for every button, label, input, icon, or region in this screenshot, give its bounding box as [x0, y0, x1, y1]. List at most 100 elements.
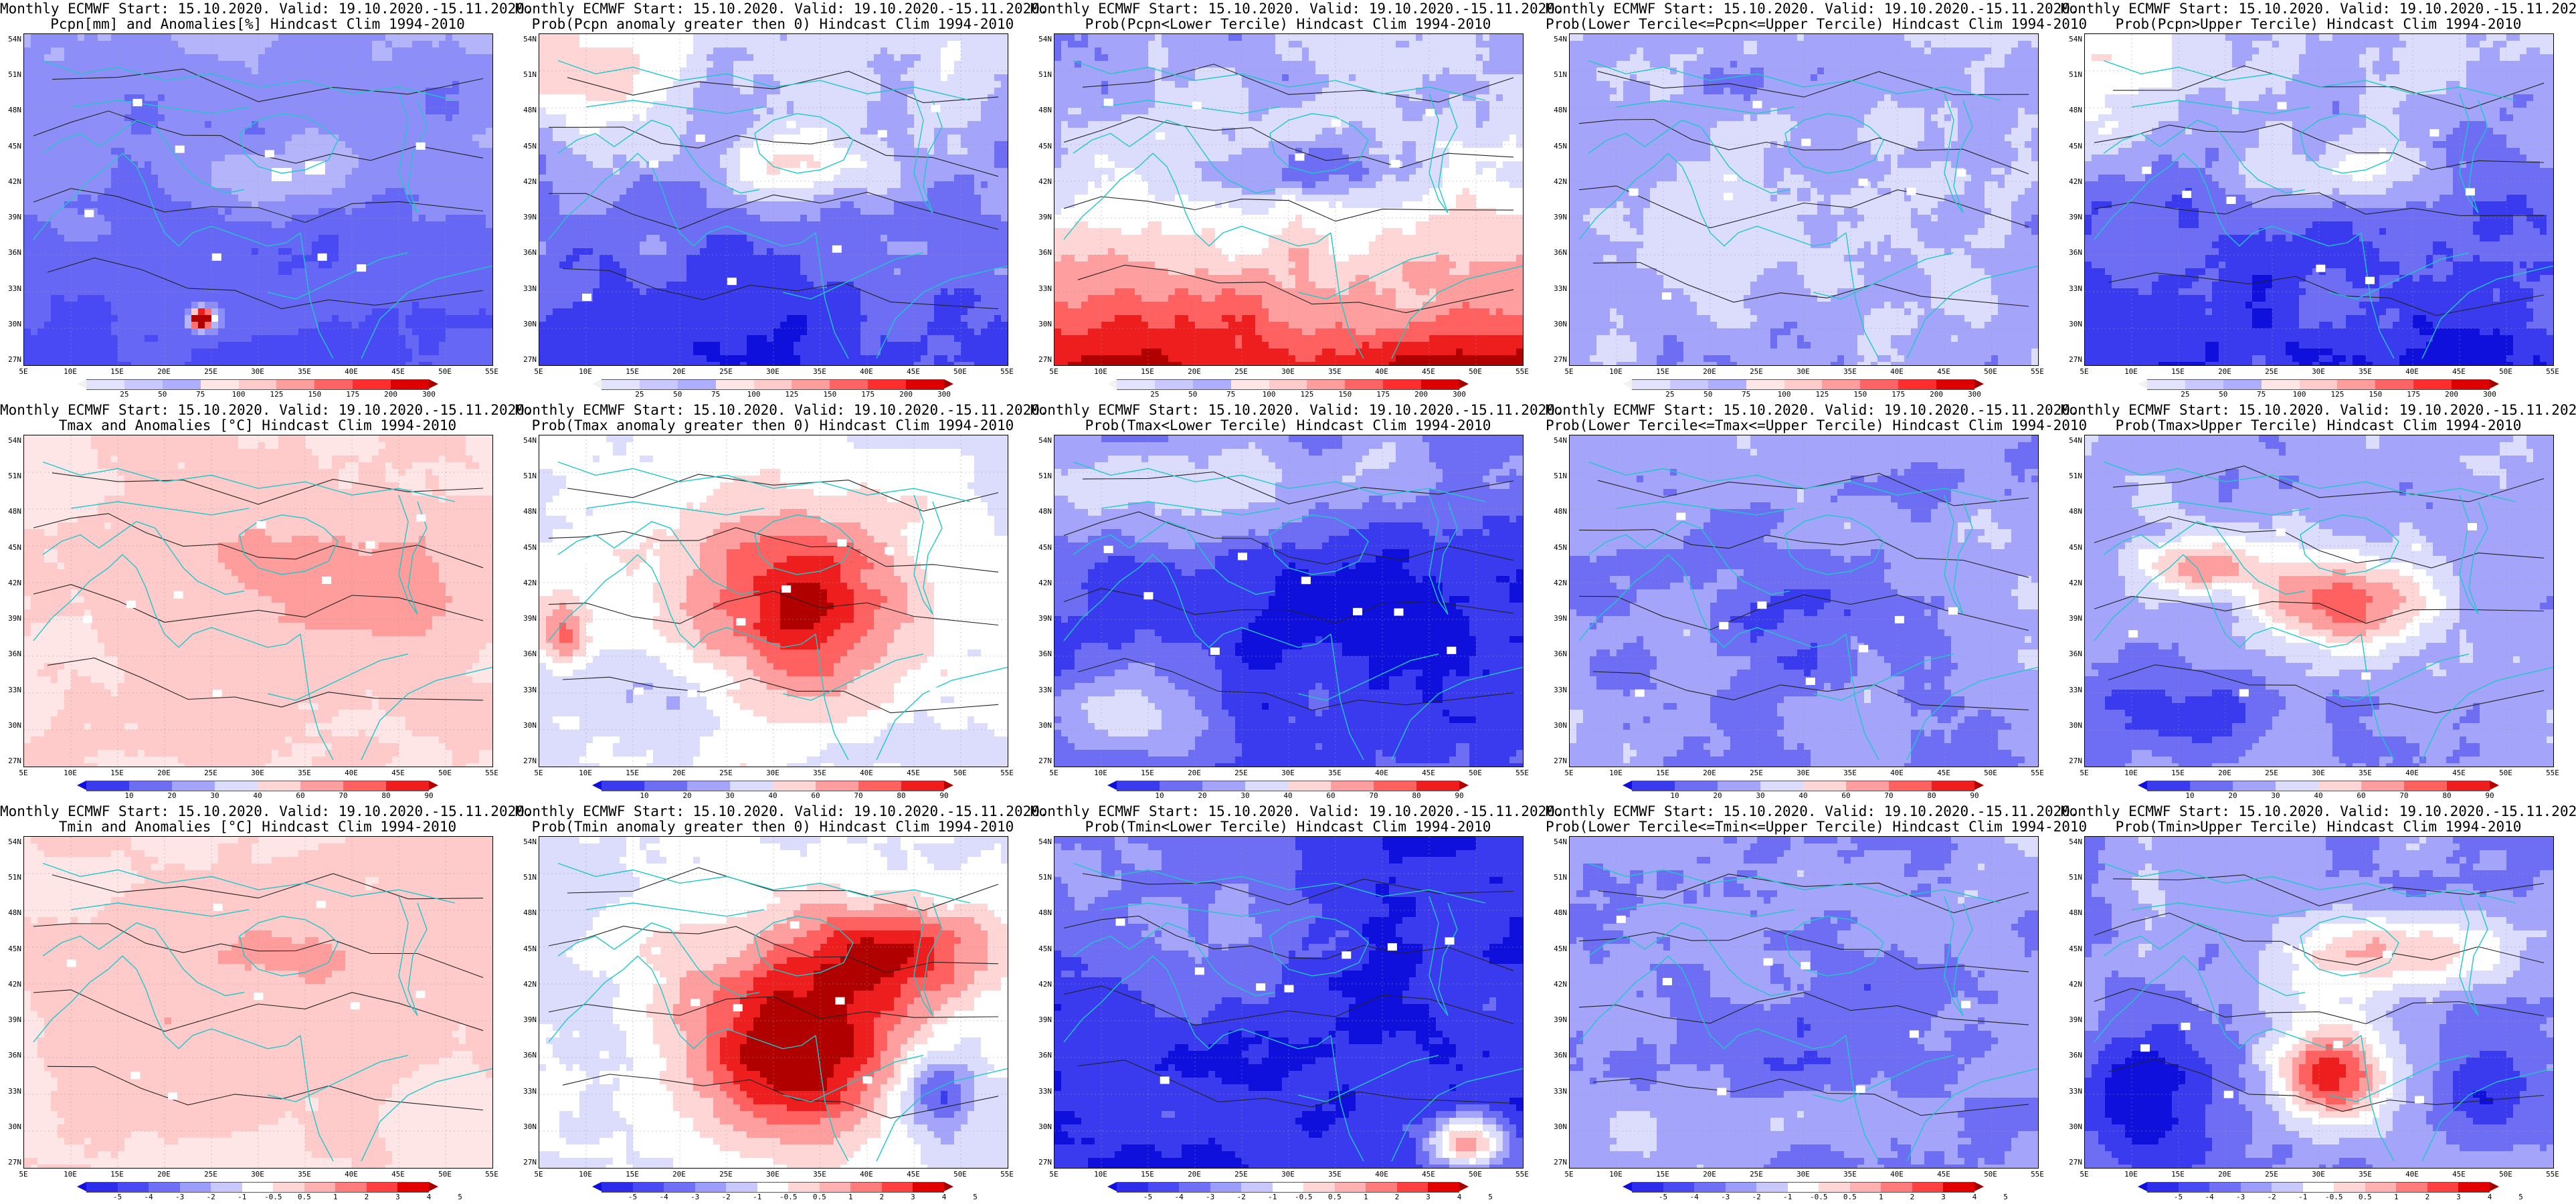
lon-tick-label: 15E: [2165, 367, 2191, 376]
colorbar-segment: [2413, 379, 2452, 390]
colorbar-label: 90: [1446, 791, 1473, 800]
coastline: [1616, 501, 1795, 516]
lat-tick-label: 27N: [1547, 757, 1567, 765]
forecast-field: [1054, 435, 1523, 767]
coastline: [1784, 113, 1884, 174]
lon-tick-label: 35E: [806, 769, 833, 777]
colorbar-segment: [858, 781, 901, 791]
colorbar-segment: [1374, 781, 1416, 791]
coastline: [1073, 520, 1275, 595]
isoline: [47, 1066, 484, 1111]
lat-tick-label: 39N: [2062, 213, 2082, 221]
colorbar-label: 175: [1885, 390, 1912, 399]
colorbar-segment: [1334, 1182, 1366, 1193]
coastline: [2094, 153, 2362, 247]
colorbar-segment: [258, 781, 300, 791]
lon-tick-label: 35E: [806, 1170, 833, 1179]
lon-tick-label: 55E: [2024, 1170, 2051, 1179]
coastline: [1063, 554, 1331, 648]
lat-tick-label: 51N: [2062, 472, 2082, 480]
forecast-map-panel: Monthly ECMWF Start: 15.10.2020. Valid: …: [1546, 0, 2087, 401]
lat-tick-label: 27N: [2062, 1158, 2082, 1167]
coastline: [1101, 902, 1280, 917]
panel-title-line1: Monthly ECMWF Start: 15.10.2020. Valid: …: [0, 1, 533, 17]
lat-tick-label: 33N: [1, 1087, 21, 1096]
isoline: [1063, 116, 1514, 169]
colorbar-label: -1: [1774, 1193, 1801, 1201]
lon-tick-label: 10E: [572, 367, 599, 376]
lon-tick-label: 45E: [385, 1170, 411, 1179]
colorbar-label: 20: [2219, 791, 2246, 800]
colorbar-segment: [1241, 1182, 1273, 1193]
lat-tick-label: 39N: [517, 213, 537, 221]
lon-tick-label: 30E: [2305, 769, 2332, 777]
colorbar-segment: [1202, 781, 1245, 791]
colorbar-max-arrow: [1459, 379, 1469, 389]
lon-tick-label: 50E: [1462, 769, 1489, 777]
coastline: [398, 494, 428, 615]
lat-tick-label: 48N: [517, 507, 537, 516]
colorbar-segment: [300, 781, 343, 791]
coastline: [876, 666, 1008, 761]
coastline: [876, 265, 1008, 359]
lat-tick-label: 48N: [1, 106, 21, 114]
lon-tick-label: 25E: [713, 1170, 739, 1179]
lon-tick-label: 10E: [1602, 1170, 1629, 1179]
lon-tick-label: 55E: [994, 769, 1020, 777]
colorbar-label: 150: [816, 390, 843, 399]
map-area: [1054, 33, 1524, 366]
coastline: [1269, 113, 1369, 174]
colorbar-segment: [397, 1182, 430, 1193]
isoline: [33, 584, 484, 623]
colorbar-label: 5: [447, 1193, 474, 1201]
isoline: [33, 188, 484, 223]
coastline: [2103, 862, 2516, 904]
lat-tick-label: 48N: [1, 908, 21, 917]
coastline: [2328, 252, 2470, 300]
coastline: [548, 153, 816, 247]
lon-tick-label: 40E: [853, 367, 880, 376]
colorbar-label: 50: [1180, 390, 1206, 399]
lon-tick-label: 50E: [947, 769, 974, 777]
colorbar-label: -3: [1197, 1193, 1224, 1201]
lat-tick-label: 45N: [517, 543, 537, 552]
lat-tick-label: 54N: [1547, 837, 1567, 846]
coastline: [1813, 1055, 1954, 1102]
coastline: [42, 520, 245, 595]
coastline: [1391, 666, 1523, 761]
isoline: [1597, 874, 2029, 914]
colorbar-max-arrow: [429, 379, 439, 389]
coastline: [1944, 896, 1973, 1016]
lon-tick-label: 30E: [244, 769, 271, 777]
colorbar-label: 200: [1408, 390, 1435, 399]
lon-tick-label: 30E: [1275, 769, 1301, 777]
colorbar-segment: [1860, 379, 1899, 390]
map-area: [539, 33, 1008, 366]
colorbar: [2138, 379, 2500, 390]
coastline: [267, 1055, 409, 1102]
isoline: [1082, 873, 1514, 906]
colorbar-segment: [773, 781, 816, 791]
colorbar-label: 100: [741, 390, 767, 399]
colorbar-segment: [1881, 1182, 1912, 1193]
isoline: [1592, 671, 2029, 710]
coastline: [2361, 1035, 2395, 1162]
coastline: [1578, 554, 1847, 648]
lat-tick-label: 42N: [517, 579, 537, 587]
lon-tick-label: 15E: [2165, 1170, 2191, 1179]
lon-tick-label: 40E: [2399, 1170, 2425, 1179]
coastline: [2421, 666, 2553, 761]
colorbar-segment: [1428, 1182, 1460, 1193]
lat-tick-label: 33N: [517, 1087, 537, 1096]
colorbar-segment: [1725, 1182, 1757, 1193]
lat-tick-label: 42N: [517, 177, 537, 186]
lon-tick-label: 45E: [2446, 367, 2472, 376]
colorbar-segment: [304, 1182, 336, 1193]
colorbar-segment: [1756, 1182, 1788, 1193]
colorbar-segment: [86, 379, 124, 390]
lon-tick-label: 40E: [1883, 367, 1910, 376]
lat-tick-label: 42N: [1, 177, 21, 186]
colorbar-segment: [1943, 1182, 1975, 1193]
coastline: [557, 461, 971, 502]
colorbar-segment: [1822, 379, 1861, 390]
